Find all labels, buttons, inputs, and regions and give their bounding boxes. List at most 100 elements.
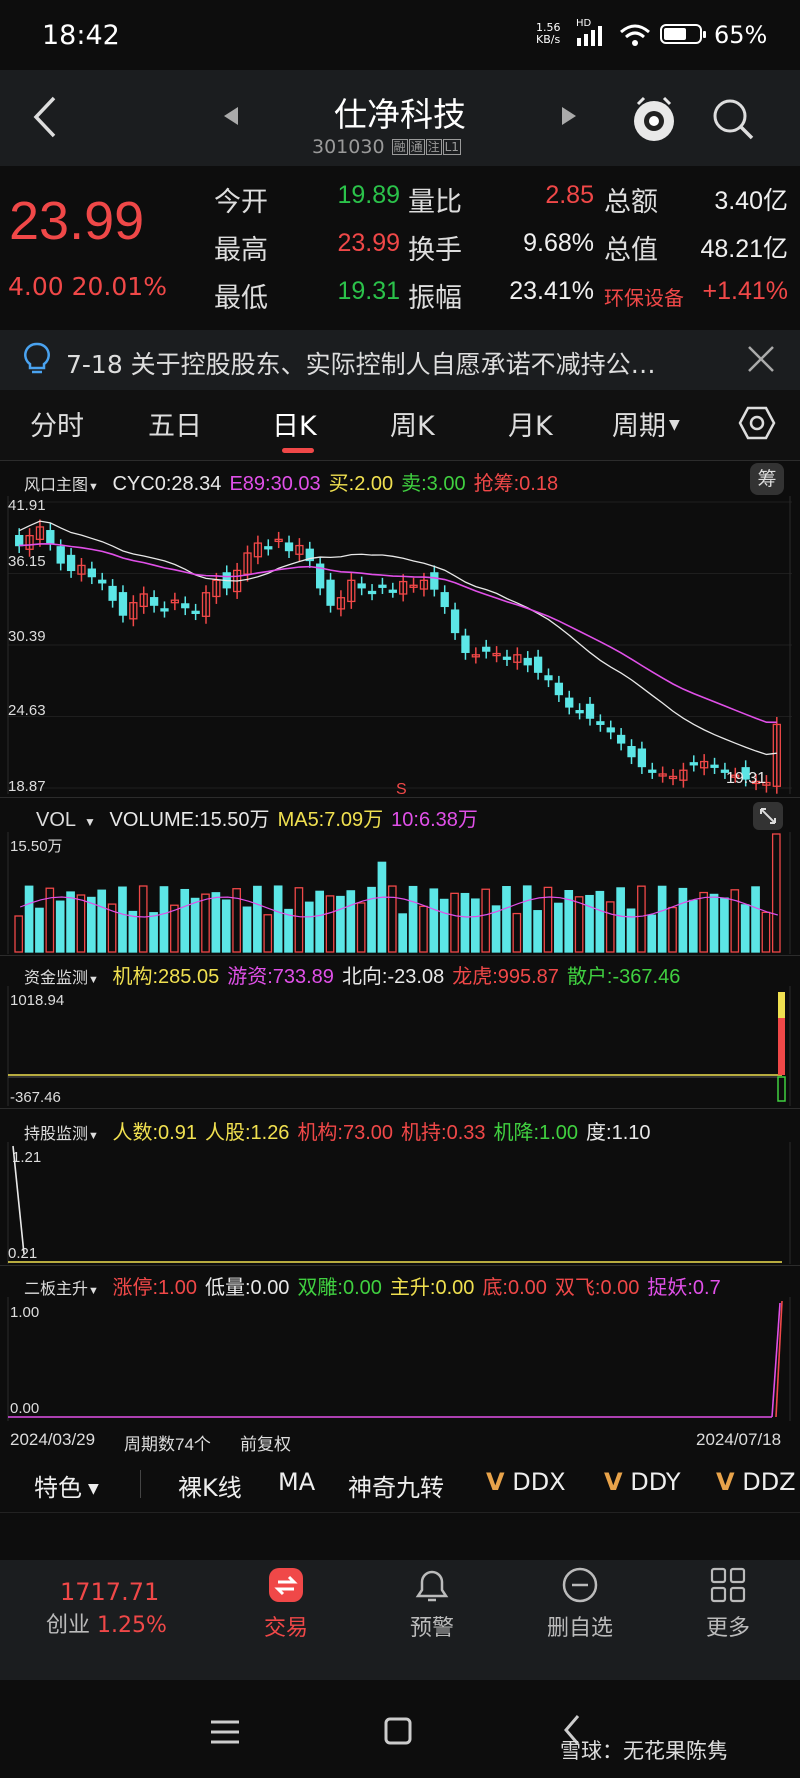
volume-bar [668,906,677,953]
tab-weekly-k[interactable]: 周K [390,411,435,442]
volume-bar [304,901,314,953]
divider [0,1265,800,1266]
chart-start-date: 2024/03/29 [10,1430,96,1449]
quote-value: +1.41% [702,277,789,305]
holding-monitor-params: 人数:0.91 人股:1.26 机构:73.00 机持:0.33 机降:1.00 度:1.… [104,1122,650,1144]
quote-value: 23.99 [337,229,400,257]
notice-text[interactable]: 7-18 关于控股股东、实际控制人自愿承诺不减持公… [66,350,656,379]
indicator-param: 低量:0.00 [204,1277,290,1299]
candle [575,710,584,714]
quote-value: 23.41% [509,277,594,305]
main-indicator-params: CYC0:28.34 E89:30.03 买:2.00 卖:3.00 抢筹:0.18 [104,473,558,495]
volume-bar [201,893,210,953]
prev-stock-button[interactable] [222,105,240,127]
tab-intraday[interactable]: 分时 [30,411,84,442]
holding-monitor-selector[interactable]: 持股监测▼ [24,1126,99,1143]
candle [461,635,470,653]
tab-five-day[interactable]: 五日 [148,411,202,442]
candle [336,597,346,610]
cyc-line [18,520,777,756]
candle [378,584,387,588]
volume-bar [14,915,24,953]
indicator-param: 人股:1.26 [204,1122,290,1144]
volume-bar [253,885,262,953]
last-price-label: 19.31 [726,770,766,787]
volume-chart[interactable]: 15.50万 [0,832,800,954]
second-board-chart[interactable]: 1.00 0.00 [0,1297,800,1421]
index-value[interactable]: 1717.71 [60,1578,160,1606]
indicator-param: 机构:73.00 [297,1122,394,1144]
feature-dropdown[interactable]: 特色 ▼ [34,1474,99,1502]
fund-monitor-selector[interactable]: 资金监测▼ [24,970,99,987]
settings-icon[interactable] [738,404,776,442]
fund-monitor-chart[interactable]: 1018.94 -367.46 [0,986,800,1106]
volume-bar [429,888,439,953]
last-price: 23.99 [9,191,145,251]
sell-signal: S [396,781,407,796]
expand-icon[interactable] [752,801,784,831]
home-icon[interactable] [383,1716,413,1746]
indicator-param: VOLUME:15.50万 [109,809,270,831]
search-button[interactable] [710,96,756,142]
volume-bar [647,914,657,953]
candle [409,584,418,588]
tab-monthly-k[interactable]: 月K [508,411,553,442]
holding-monitor-chart[interactable]: 1.21 0.21 [0,1142,800,1264]
indicator-param: 买:2.00 [328,473,394,495]
volume-bar [450,892,459,953]
volume-axis-label: 15.50万 [10,838,63,855]
indicator-param: 双飞:0.00 [554,1277,640,1299]
index-info[interactable]: 创业 1.25% [46,1607,167,1639]
price-change: 4.00 20.01% [8,272,167,301]
toolbar-ddx[interactable]: V DDX [486,1468,566,1496]
indicator-param: 北向:-23.08 [341,966,445,988]
toolbar-ddy[interactable]: V DDY [604,1468,681,1496]
tab-period[interactable]: 周期 ▼ [612,404,680,443]
chip-button[interactable]: 筹 [750,463,784,495]
mascot-icon[interactable] [630,94,678,144]
candle [181,603,190,609]
volume-bar [190,897,200,953]
nav-trade[interactable]: 交易 [226,1566,346,1642]
back-nav-icon[interactable] [560,1712,584,1748]
volume-bar [585,894,594,953]
volume-bar [439,898,449,953]
candle [616,734,626,744]
toolbar-naked-k[interactable]: 裸K线 [178,1474,242,1502]
toolbar-magic-nine[interactable]: 神奇九转 [348,1474,444,1502]
toolbar-ddz[interactable]: V DDZ [716,1468,796,1496]
volume-bar [720,897,729,953]
candle [367,590,377,595]
candle [253,542,263,558]
main-indicator-selector[interactable]: 风口主图▼ [24,477,99,494]
quote-label: 最高 [214,235,268,265]
candle [502,656,512,660]
tab-daily-k[interactable]: 日K [272,411,317,442]
candlestick-chart[interactable]: 41.91 36.15 30.39 24.63 18.87 S 19.31 [0,494,800,796]
chevron-down-icon: ▼ [88,1481,99,1497]
candle [482,646,491,652]
quote-label[interactable]: 环保设备 [604,288,684,310]
vip-mark: V [486,1468,505,1496]
divider [140,1470,141,1498]
toolbar-ma[interactable]: MA [278,1468,316,1496]
menu-icon[interactable] [208,1717,242,1747]
close-icon[interactable] [746,344,776,374]
indicator-param: 龙虎:995.87 [452,966,559,988]
indicator-param: 双雕:0.00 [297,1277,382,1299]
nav-remove-watchlist[interactable]: 删自选 [520,1566,640,1642]
candle [284,542,294,552]
trade-icon [269,1568,303,1602]
next-stock-button[interactable] [560,105,578,127]
e89-line [19,543,777,724]
notice-bar[interactable] [0,330,800,390]
candle [388,589,397,593]
divider [0,955,800,956]
volume-bar [522,885,532,953]
nav-more[interactable]: 更多 [668,1566,788,1642]
back-button[interactable] [26,92,66,142]
volume-indicator-selector[interactable]: VOL ▼ [36,809,96,831]
nav-alert[interactable]: 预警 [372,1566,492,1642]
chevron-down-icon: ▼ [88,974,99,986]
second-board-selector[interactable]: 二板主升▼ [24,1281,99,1298]
